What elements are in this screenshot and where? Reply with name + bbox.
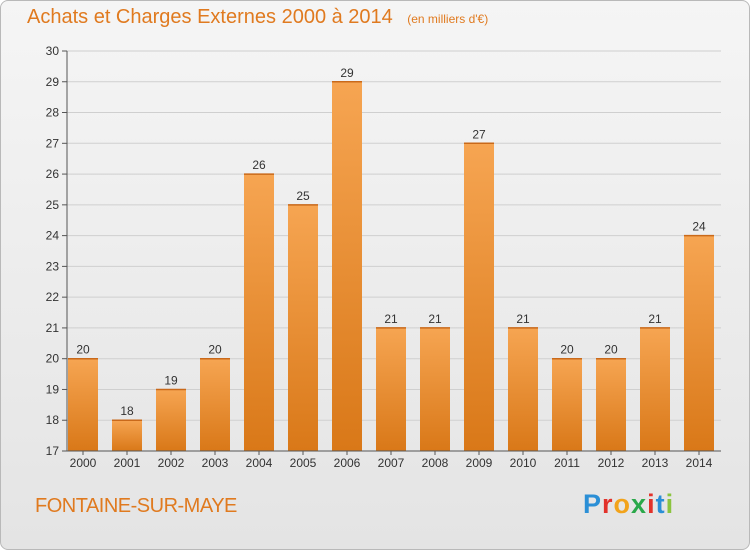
title-row: Achats et Charges Externes 2000 à 2014 (…: [27, 6, 488, 29]
logo-letter: P: [583, 489, 603, 519]
bar: [596, 358, 626, 451]
logo-letter: t: [655, 489, 666, 519]
bars: [68, 81, 714, 452]
bar: [244, 174, 274, 452]
x-tick-label: 2001: [114, 456, 141, 470]
chart-unit: (en milliers d'€): [407, 12, 489, 26]
bar: [508, 327, 538, 451]
bar: [112, 420, 142, 451]
y-tick-label: 17: [46, 444, 60, 458]
y-tick-label: 28: [46, 106, 60, 120]
y-tick-label: 19: [46, 382, 60, 396]
logo-letter: o: [613, 489, 632, 519]
logo-letter: r: [602, 489, 614, 519]
bar-value-label: 21: [648, 312, 662, 326]
y-tick-label: 29: [46, 75, 60, 89]
y-tick-label: 26: [46, 167, 60, 181]
commune-name: FONTAINE-SUR-MAYE: [35, 495, 237, 517]
bar-value-label: 21: [384, 312, 398, 326]
x-tick-label: 2007: [378, 456, 405, 470]
x-tick-label: 2012: [598, 456, 625, 470]
bar-value-label: 20: [76, 343, 90, 357]
bar-value-label: 29: [340, 66, 354, 80]
y-tick-label: 18: [46, 413, 60, 427]
bar-value-label: 24: [692, 220, 706, 234]
x-tick-label: 2003: [202, 456, 229, 470]
x-tick-label: 2002: [158, 456, 185, 470]
bar: [288, 204, 318, 451]
bar-value-label: 20: [560, 343, 574, 357]
bar-value-label: 25: [296, 189, 310, 203]
y-tick-label: 21: [46, 321, 60, 335]
bar: [552, 358, 582, 451]
bar: [684, 235, 714, 451]
bar-value-label: 26: [252, 158, 266, 172]
y-tick-label: 20: [46, 352, 60, 366]
logo-letter: x: [631, 489, 648, 519]
y-tick-label: 25: [46, 198, 60, 212]
bar: [68, 358, 98, 451]
labels: 17 18 19 20 21 22 23 24 25 26 27 28 29 30 20 2000 18 2001…: [46, 44, 713, 470]
bar-value-label: 21: [428, 312, 442, 326]
axes: [62, 50, 721, 455]
bar: [156, 389, 186, 451]
x-tick-label: 2004: [246, 456, 273, 470]
chart-title: Achats et Charges Externes 2000 à 2014: [27, 6, 393, 28]
x-tick-label: 2011: [554, 456, 580, 470]
bar-value-label: 18: [120, 404, 134, 418]
x-tick-label: 2000: [70, 456, 97, 470]
y-tick-label: 23: [46, 259, 60, 273]
bar: [640, 327, 670, 451]
y-tick-label: 27: [46, 136, 60, 150]
logo-letter: i: [665, 489, 675, 519]
bar-value-label: 20: [208, 343, 222, 357]
bar-value-label: 20: [604, 343, 618, 357]
bar: [376, 327, 406, 451]
x-tick-label: 2009: [466, 456, 493, 470]
bar: [420, 327, 450, 451]
x-tick-label: 2013: [642, 456, 669, 470]
proxiti-logo: Proxiti: [583, 489, 674, 520]
x-tick-label: 2005: [290, 456, 317, 470]
y-tick-label: 24: [46, 229, 60, 243]
x-tick-label: 2008: [422, 456, 449, 470]
bar-value-label: 27: [472, 127, 486, 141]
bar-value-label: 21: [516, 312, 530, 326]
x-tick-label: 2006: [334, 456, 361, 470]
bar: [464, 143, 494, 452]
bar: [332, 81, 362, 452]
bar: [200, 358, 230, 451]
y-tick-label: 30: [46, 44, 60, 58]
logo-letter: i: [647, 489, 656, 519]
y-tick-label: 22: [46, 290, 60, 304]
x-tick-label: 2010: [510, 456, 537, 470]
bar-value-label: 19: [164, 373, 178, 387]
x-tick-label: 2014: [686, 456, 713, 470]
